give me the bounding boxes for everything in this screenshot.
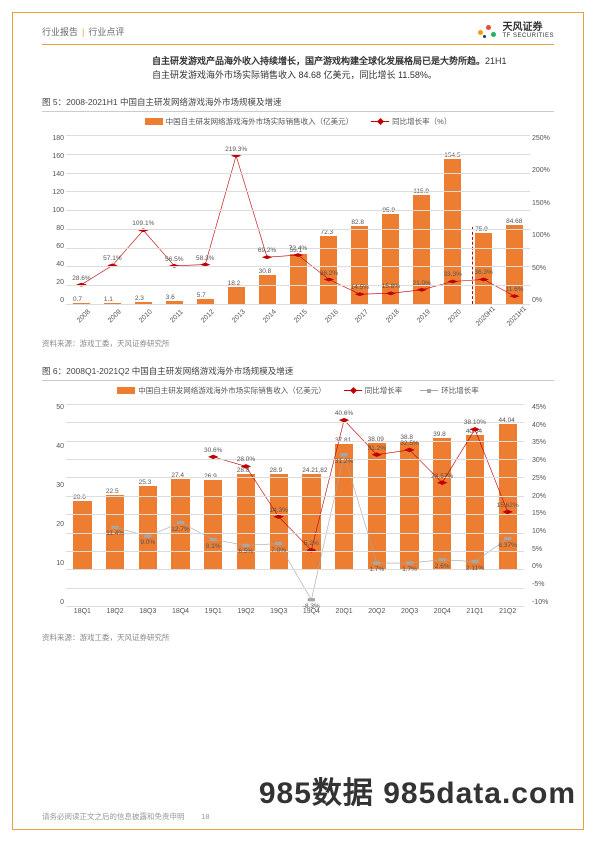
watermark: 985数据 985data.com xyxy=(259,768,576,812)
chart2-title: 图 6：2008Q1-2021Q2 中国自主研发网络游戏海外市场规模及增速 xyxy=(42,365,554,381)
footer-disclaimer: 请务必阅读正文之后的信息披露和免责申明 18 xyxy=(42,811,210,822)
header-category: 行业报告|行业点评 xyxy=(42,25,124,38)
chart1-legend: 中国自主研发网络游戏海外市场实际销售收入（亿美元） 同比增长率（%） xyxy=(42,116,554,127)
company-logo: 天风证券 TF SECURITIES xyxy=(476,22,554,40)
chart1-area: 180160140120100806040200 250%200%150%100… xyxy=(42,129,554,334)
chart2-source: 资料来源：游戏工委，天风证券研究所 xyxy=(42,632,554,643)
chart2-legend: 中国自主研发网络游戏海外市场实际销售收入（亿美元） 同比增长率 环比增长率 xyxy=(42,385,554,396)
summary-paragraph: 自主研发游戏产品海外收入持续增长，国产游戏构建全球化发展格局已是大势所趋。21H… xyxy=(152,55,554,82)
chart1-title: 图 5：2008-2021H1 中国自主研发网络游戏海外市场规模及增速 xyxy=(42,96,554,112)
page-header: 行业报告|行业点评 天风证券 TF SECURITIES xyxy=(42,22,554,45)
chart1-source: 资料来源：游戏工委，天风证券研究所 xyxy=(42,338,554,349)
chart2-area: 50403020100 45%40%35%30%25%20%15%10%5%0%… xyxy=(42,398,554,628)
